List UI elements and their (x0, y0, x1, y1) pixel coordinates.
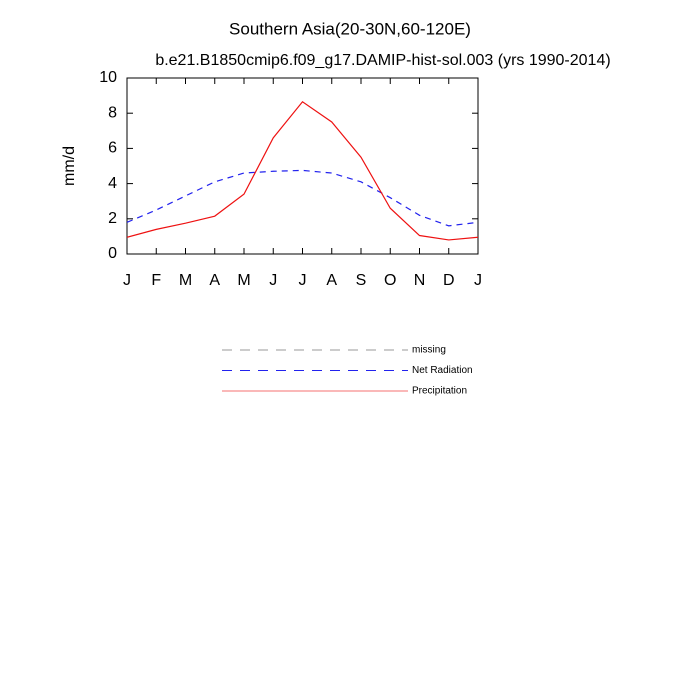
legend-label: Net Radiation (412, 365, 473, 376)
y-tick-label: 4 (108, 175, 117, 192)
series-line (126, 169, 479, 227)
x-tick-label: S (356, 272, 367, 289)
x-tick-label: M (237, 272, 250, 289)
x-tick-label: N (414, 272, 426, 289)
x-tick-label: O (384, 272, 396, 289)
y-tick-label: 8 (108, 104, 117, 121)
x-tick-label: M (179, 272, 192, 289)
y-tick-label: 2 (108, 210, 117, 227)
x-tick-label: A (326, 272, 337, 289)
x-tick-label: D (443, 272, 455, 289)
x-tick-label: J (123, 272, 131, 289)
x-tick-label: F (151, 272, 161, 289)
x-tick-label: J (474, 272, 482, 289)
chart-subtitle: b.e21.B1850cmip6.f09_g17.DAMIP-hist-sol.… (155, 52, 610, 69)
x-tick-label: A (209, 272, 220, 289)
chart-title: Southern Asia(20-30N,60-120E) (229, 19, 471, 38)
y-tick-label: 10 (99, 69, 117, 86)
y-axis-label: mm/d (61, 146, 78, 186)
y-tick-label: 0 (108, 245, 117, 262)
y-tick-label: 6 (108, 140, 117, 157)
legend-label: missing (412, 345, 446, 356)
series-line (126, 100, 479, 241)
x-tick-label: J (299, 272, 307, 289)
legend-label: Precipitation (412, 386, 467, 397)
x-tick-label: J (269, 272, 277, 289)
